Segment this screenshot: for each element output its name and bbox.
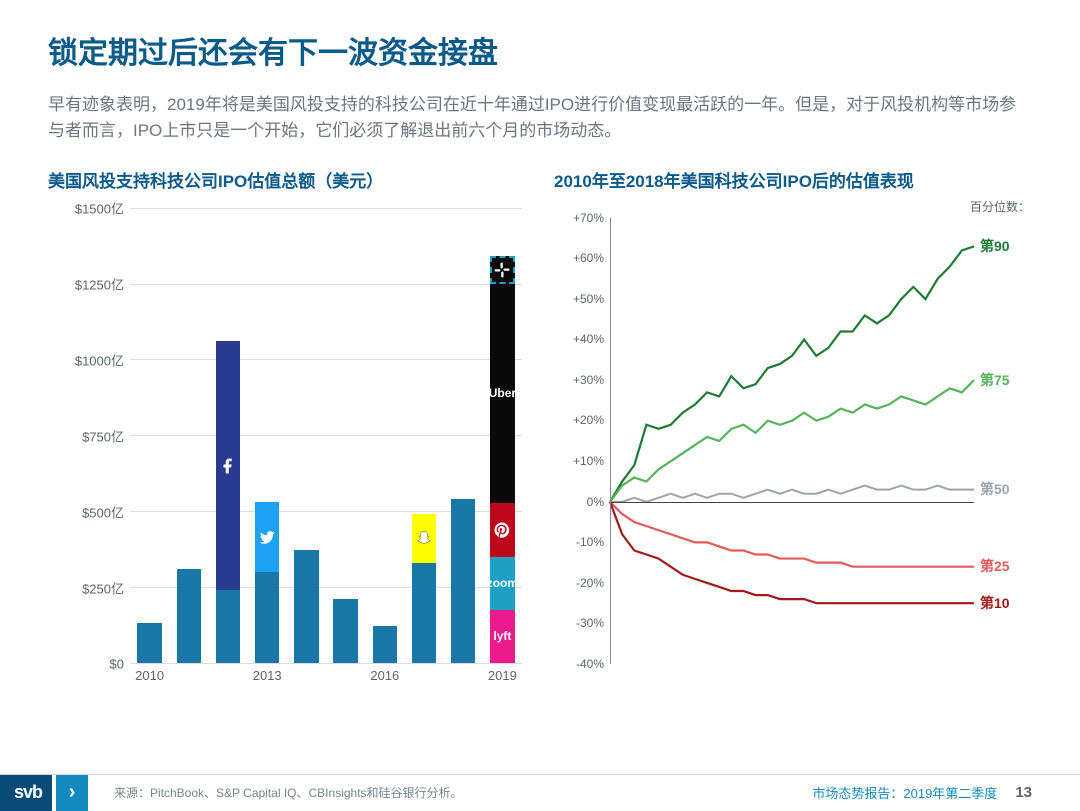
bar-y-tick-label: $0 xyxy=(48,656,124,671)
bar-y-tick-label: $750亿 xyxy=(48,426,124,445)
line-y-tick-label: -20% xyxy=(554,576,604,590)
bar-2016 xyxy=(373,626,397,662)
line-series-p25 xyxy=(610,502,974,567)
bar-y-tick-label: $1000亿 xyxy=(48,350,124,369)
bar-chart-title: 美国风投支持科技公司IPO估值总额（美元） xyxy=(48,167,526,192)
bar-highlight-twitter xyxy=(255,502,279,572)
bar-seg-slack xyxy=(490,256,514,283)
line-y-tick-label: +40% xyxy=(554,332,604,346)
page-title: 锁定期过后还会有下一波资金接盘 xyxy=(48,28,1032,72)
bar-gridline xyxy=(130,359,522,360)
bar-2012 xyxy=(216,590,240,663)
bar-gridline xyxy=(130,284,522,285)
line-chart-title: 2010年至2018年美国科技公司IPO后的估值表现 xyxy=(554,167,1032,192)
bar-y-tick-label: $250亿 xyxy=(48,578,124,597)
line-y-axis xyxy=(610,218,611,664)
line-series-p75 xyxy=(610,380,974,502)
bar-y-tick-label: $1500亿 xyxy=(48,198,124,217)
line-y-tick-label: -30% xyxy=(554,616,604,630)
bar-highlight-snapchat xyxy=(412,514,436,563)
line-chart: 2010年至2018年美国科技公司IPO后的估值表现 百分位数： -40% -30… xyxy=(554,167,1032,698)
line-series-p10 xyxy=(610,502,974,603)
bar-y-tick-label: $1250亿 xyxy=(48,274,124,293)
bar-seg-zoom: zoom xyxy=(490,557,514,610)
bar-chart: 美国风投支持科技公司IPO估值总额（美元） lyftzoom Uber 2010 2… xyxy=(48,167,526,698)
line-y-tick-label: +70% xyxy=(554,211,604,225)
chevron-right-icon: › xyxy=(56,775,88,811)
bar-seg-Uber: Uber xyxy=(490,284,514,504)
svb-logo: svb › xyxy=(0,775,100,811)
line-series-label-p75: 第75 xyxy=(980,370,1032,390)
bar-2015 xyxy=(333,599,357,663)
footer-report-label: 市场态势报告：2019年第二季度 xyxy=(812,783,997,802)
line-zero-axis xyxy=(610,502,974,503)
bar-y-tick-label: $500亿 xyxy=(48,502,124,521)
bar-x-tick-label: 2019 xyxy=(488,668,517,683)
line-y-tick-label: +60% xyxy=(554,251,604,265)
bar-2011 xyxy=(177,569,201,663)
bar-seg-lyft: lyft xyxy=(490,610,514,663)
line-y-tick-label: +20% xyxy=(554,413,604,427)
line-y-tick-label: -10% xyxy=(554,535,604,549)
footer: svb › 来源：PitchBook、S&P Capital IQ、CBInsi… xyxy=(0,774,1080,810)
line-series-label-p90: 第90 xyxy=(980,236,1032,256)
bar-2014 xyxy=(294,550,318,662)
bar-x-tick-label: 2013 xyxy=(253,668,282,683)
bar-highlight-facebook xyxy=(216,341,240,590)
line-series-p90 xyxy=(610,246,974,501)
bar-x-tick-label: 2016 xyxy=(370,668,399,683)
footer-page-number: 13 xyxy=(1015,784,1032,801)
bar-2010 xyxy=(137,623,161,662)
line-y-tick-label: -40% xyxy=(554,657,604,671)
percentile-legend-label: 百分位数： xyxy=(970,198,1030,215)
svb-logo-text: svb xyxy=(0,775,52,811)
bar-2017 xyxy=(412,563,436,663)
bar-x-tick-label: 2010 xyxy=(135,668,164,683)
bar-2013 xyxy=(255,572,279,663)
bar-2018 xyxy=(451,499,475,663)
line-y-tick-label: +30% xyxy=(554,373,604,387)
footer-source: 来源：PitchBook、S&P Capital IQ、CBInsights和硅… xyxy=(114,784,463,801)
bar-gridline xyxy=(130,208,522,209)
bar-seg-pinterest xyxy=(490,503,514,556)
line-y-tick-label: 0% xyxy=(554,495,604,509)
bar-gridline xyxy=(130,435,522,436)
line-series-label-p10: 第10 xyxy=(980,593,1032,613)
line-y-tick-label: +10% xyxy=(554,454,604,468)
line-y-tick-label: +50% xyxy=(554,292,604,306)
bar-gridline xyxy=(130,663,522,664)
page-subtitle: 早有迹象表明，2019年将是美国风投支持的科技公司在近十年通过IPO进行价值变现… xyxy=(48,92,1032,145)
line-series-label-p25: 第25 xyxy=(980,556,1032,576)
line-series-p50 xyxy=(610,485,974,501)
line-series-label-p50: 第50 xyxy=(980,479,1032,499)
